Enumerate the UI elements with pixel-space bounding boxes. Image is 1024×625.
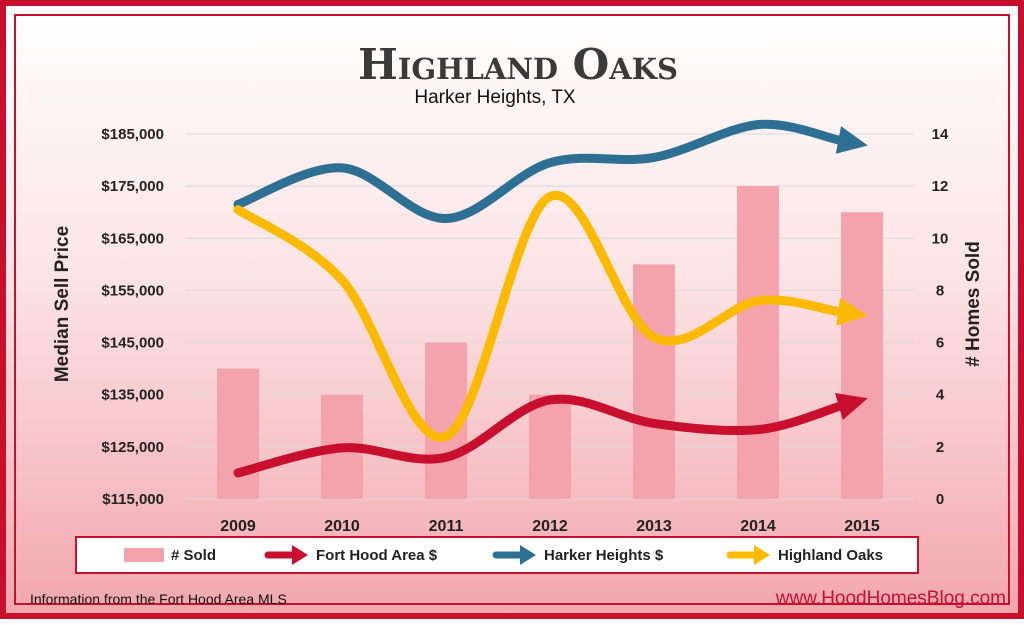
legend-label-fort-hood: Fort Hood Area $ bbox=[316, 547, 438, 564]
bar-homes-sold bbox=[633, 264, 675, 499]
y-axis-title: Median Sell Price bbox=[52, 226, 73, 382]
legend-swatch-homes-sold bbox=[124, 548, 164, 562]
y-tick-label: $135,000 bbox=[101, 387, 164, 404]
y-axis-left-ticks: $115,000 $125,000 $135,000 $145,000 $155,000… bbox=[101, 126, 164, 508]
y2-tick-label: 12 bbox=[932, 178, 949, 195]
legend-arrow-harker-heights bbox=[520, 545, 536, 565]
source-note: Information from the Fort Hood Area MLS bbox=[30, 591, 287, 607]
y-tick-label: $185,000 bbox=[101, 126, 164, 143]
x-tick-label: 2011 bbox=[429, 518, 464, 535]
x-axis-ticks: 2009 2010 2011 2012 2013 2014 2015 bbox=[220, 518, 880, 535]
bar-homes-sold bbox=[217, 368, 259, 499]
chart-svg: Highland Oaks Harker Heights, TX $115,00… bbox=[30, 40, 1006, 609]
y2-tick-label: 4 bbox=[936, 387, 945, 404]
arrowhead-fort-hood bbox=[835, 393, 868, 420]
legend: # Sold Fort Hood Area $ Harker Heights $ Hi… bbox=[124, 545, 883, 565]
y2-tick-label: 6 bbox=[936, 335, 944, 352]
y2-tick-label: 14 bbox=[932, 126, 949, 143]
x-tick-label: 2009 bbox=[220, 518, 256, 535]
y2-tick-label: 0 bbox=[936, 491, 944, 508]
y-tick-label: $125,000 bbox=[101, 439, 164, 456]
y-tick-label: $165,000 bbox=[101, 230, 164, 247]
line-harker-heights bbox=[233, 119, 843, 223]
legend-arrow-highland-oaks bbox=[754, 545, 770, 565]
legend-label-highland-oaks: Highland Oaks bbox=[778, 547, 883, 564]
x-tick-label: 2013 bbox=[636, 518, 672, 535]
y-axis-right-ticks: 0 2 4 6 8 10 12 14 bbox=[932, 126, 949, 508]
y2-tick-label: 2 bbox=[936, 439, 944, 456]
line-highland-oaks bbox=[233, 190, 843, 442]
y-tick-label: $155,000 bbox=[101, 282, 164, 299]
chart-title: Highland Oaks bbox=[358, 40, 678, 89]
y2-tick-label: 10 bbox=[932, 230, 949, 247]
line-fort-hood bbox=[233, 394, 844, 478]
arrowhead-harker-heights bbox=[835, 126, 868, 154]
x-tick-label: 2014 bbox=[740, 518, 776, 535]
y-tick-label: $145,000 bbox=[101, 335, 164, 352]
legend-label-homes-sold: # Sold bbox=[171, 547, 216, 564]
chart-subtitle: Harker Heights, TX bbox=[414, 87, 576, 108]
y-tick-label: $115,000 bbox=[102, 491, 164, 508]
bar-homes-sold bbox=[841, 212, 883, 499]
y2-tick-label: 8 bbox=[936, 282, 944, 299]
arrowhead-highland-oaks bbox=[836, 297, 868, 326]
bar-homes-sold bbox=[737, 186, 779, 499]
x-tick-label: 2012 bbox=[532, 518, 568, 535]
y-tick-label: $175,000 bbox=[101, 178, 164, 195]
bar-homes-sold bbox=[529, 394, 571, 499]
line-series-group bbox=[233, 119, 868, 478]
legend-label-harker-heights: Harker Heights $ bbox=[544, 547, 664, 564]
gridlines bbox=[186, 133, 914, 500]
website-credit: www.HoodHomesBlog.com bbox=[775, 588, 1006, 609]
x-tick-label: 2015 bbox=[844, 518, 880, 535]
x-tick-label: 2010 bbox=[324, 518, 360, 535]
legend-arrow-fort-hood bbox=[292, 545, 308, 565]
legend-box bbox=[75, 536, 919, 574]
y2-axis-title: # Homes Sold bbox=[963, 241, 984, 367]
